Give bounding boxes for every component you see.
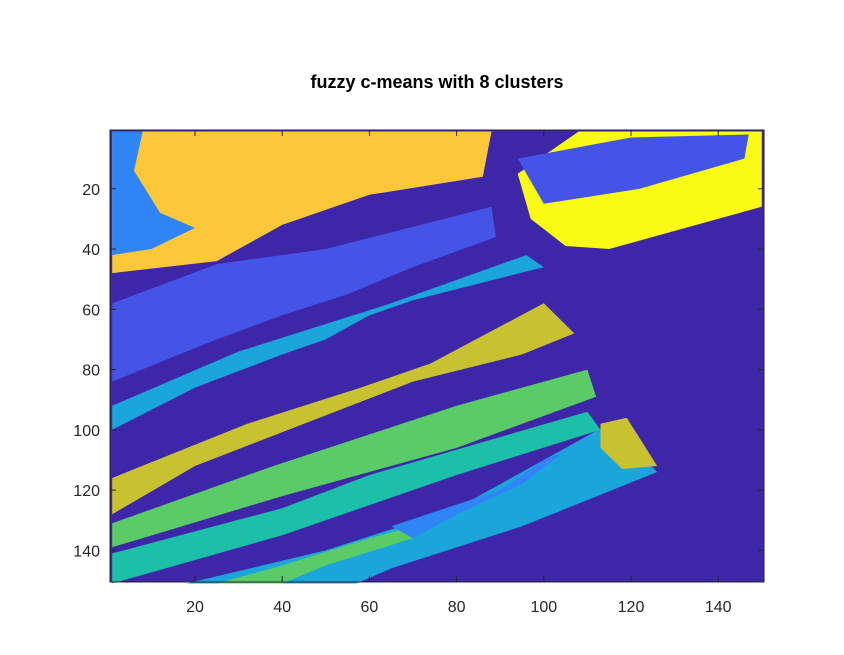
cluster-region-13 (391, 450, 566, 539)
cluster-region-6 (112, 255, 544, 430)
y-tick-label: 20 (82, 182, 100, 199)
axes-frame (109, 129, 765, 583)
y-tick-label: 60 (82, 302, 100, 319)
x-tick-label: 100 (530, 599, 557, 616)
y-tick-label: 40 (82, 242, 100, 259)
cluster-regions (112, 131, 762, 584)
x-tick-label: 40 (273, 599, 291, 616)
y-tick-label: 80 (82, 363, 100, 380)
x-tick-label: 140 (705, 599, 732, 616)
cluster-region-7 (112, 303, 575, 515)
chart-title: fuzzy c-means with 8 clusters (310, 72, 563, 92)
x-tick-label: 60 (361, 599, 379, 616)
cluster-region-8 (112, 369, 597, 548)
cluster-region-3 (517, 134, 749, 204)
cluster-region-11 (600, 417, 658, 469)
cluster-region-12 (216, 520, 435, 584)
plot-area (110, 130, 764, 584)
y-axis: 20 40 60 80 100 120 140 (73, 182, 764, 560)
cluster-region-4 (112, 206, 496, 382)
y-tick-label: 120 (73, 483, 100, 500)
x-axis: 20 40 60 80 100 120 140 (186, 130, 732, 616)
cluster-region-5 (112, 131, 195, 256)
y-tick-label: 100 (73, 423, 100, 440)
y-tick-label: 140 (73, 543, 100, 560)
cluster-region-1 (112, 131, 492, 274)
x-tick-label: 120 (618, 599, 645, 616)
cluster-region-9 (112, 411, 601, 584)
x-tick-label: 80 (448, 599, 466, 616)
x-tick-label: 20 (186, 599, 204, 616)
